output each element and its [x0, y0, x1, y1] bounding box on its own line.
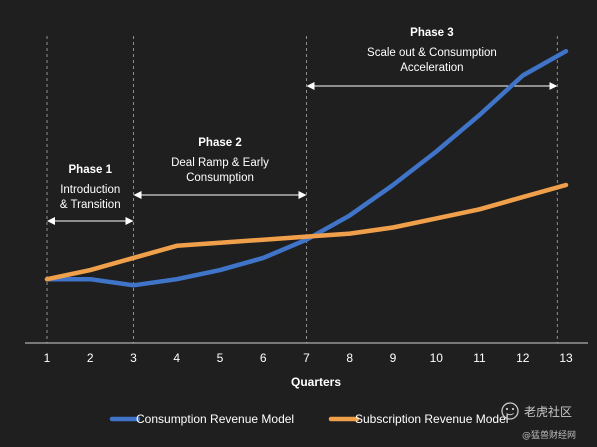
subscription-point-q1 [45, 277, 49, 281]
watermark-text: 老虎社区 [524, 404, 572, 419]
x-tick-label-13: 13 [559, 351, 573, 365]
tiger-logo-icon [501, 402, 519, 420]
phase-3-description-line-1: Scale out & Consumption [367, 47, 497, 59]
x-tick-label-4: 4 [173, 351, 180, 365]
phase-dividers [46, 36, 558, 343]
phase-1-description-line-2: & Transition [60, 199, 121, 211]
x-axis-title: Quarters [291, 375, 341, 389]
subscription-point-q11 [478, 207, 481, 211]
consumption-point-q2 [88, 277, 92, 281]
consumption-point-q12 [521, 74, 525, 78]
x-tick-label-3: 3 [130, 351, 137, 365]
subscription-point-q3 [132, 256, 135, 260]
consumption-point-q11 [478, 113, 481, 117]
subscription-point-q4 [175, 244, 179, 248]
consumption-point-q4 [175, 277, 179, 281]
consumption-point-q7 [305, 238, 308, 242]
consumption-point-q10 [434, 150, 438, 154]
subscription-point-q10 [434, 216, 438, 220]
subscription-point-q6 [261, 238, 265, 242]
x-tick-label-5: 5 [217, 351, 224, 365]
phase-2-title: Phase 2 [198, 137, 241, 149]
subscription-point-q2 [88, 268, 92, 272]
consumption-point-q13 [564, 49, 568, 53]
subscription-point-q8 [348, 232, 352, 236]
consumption-point-q8 [348, 213, 352, 217]
x-tick-label-10: 10 [430, 351, 444, 365]
subscription-point-q12 [521, 195, 525, 199]
subscription-point-q5 [218, 241, 222, 245]
phase-1-description-line-1: Introduction [60, 184, 120, 196]
phase-2-description-line-1: Deal Ramp & Early [171, 157, 269, 169]
consumption-point-q5 [218, 268, 222, 272]
x-tick-label-7: 7 [303, 351, 310, 365]
phase-1-title: Phase 1 [69, 164, 113, 176]
consumption-point-q3 [132, 283, 135, 287]
consumption-point-q6 [261, 256, 265, 260]
subscription-point-q9 [391, 226, 395, 230]
watermark-subtext: @猛兽财经网 [522, 429, 576, 441]
watermark: 老虎社区 @猛兽财经网 [501, 402, 576, 441]
series-lines [44, 48, 569, 288]
x-tick-label-12: 12 [516, 351, 530, 365]
subscription-point-q7 [305, 235, 308, 239]
x-tick-label-6: 6 [260, 351, 267, 365]
x-tick-labels: 1 2 3 4 5 6 7 8 9 10 11 12 13 [44, 351, 573, 365]
x-tick-label-9: 9 [390, 351, 397, 365]
x-tick-label-8: 8 [346, 351, 353, 365]
phase-3-description-line-2: Acceleration [400, 62, 463, 74]
legend-label-consumption: Consumption Revenue Model [136, 412, 294, 426]
x-tick-label-2: 2 [87, 351, 94, 365]
legend: Consumption Revenue Model Subscription Re… [109, 412, 508, 426]
consumption-point-q9 [391, 183, 395, 187]
phase-arrows [47, 82, 558, 225]
subscription-point-q13 [564, 183, 568, 187]
legend-label-subscription: Subscription Revenue Model [355, 412, 508, 426]
phase-3-title: Phase 3 [410, 27, 453, 39]
phase-2-description-line-2: Consumption [186, 172, 254, 184]
phase-labels: Phase 1 Introduction & Transition Phase 2 De… [60, 27, 497, 211]
x-tick-label-1: 1 [44, 351, 51, 365]
x-tick-label-11: 11 [473, 351, 486, 365]
